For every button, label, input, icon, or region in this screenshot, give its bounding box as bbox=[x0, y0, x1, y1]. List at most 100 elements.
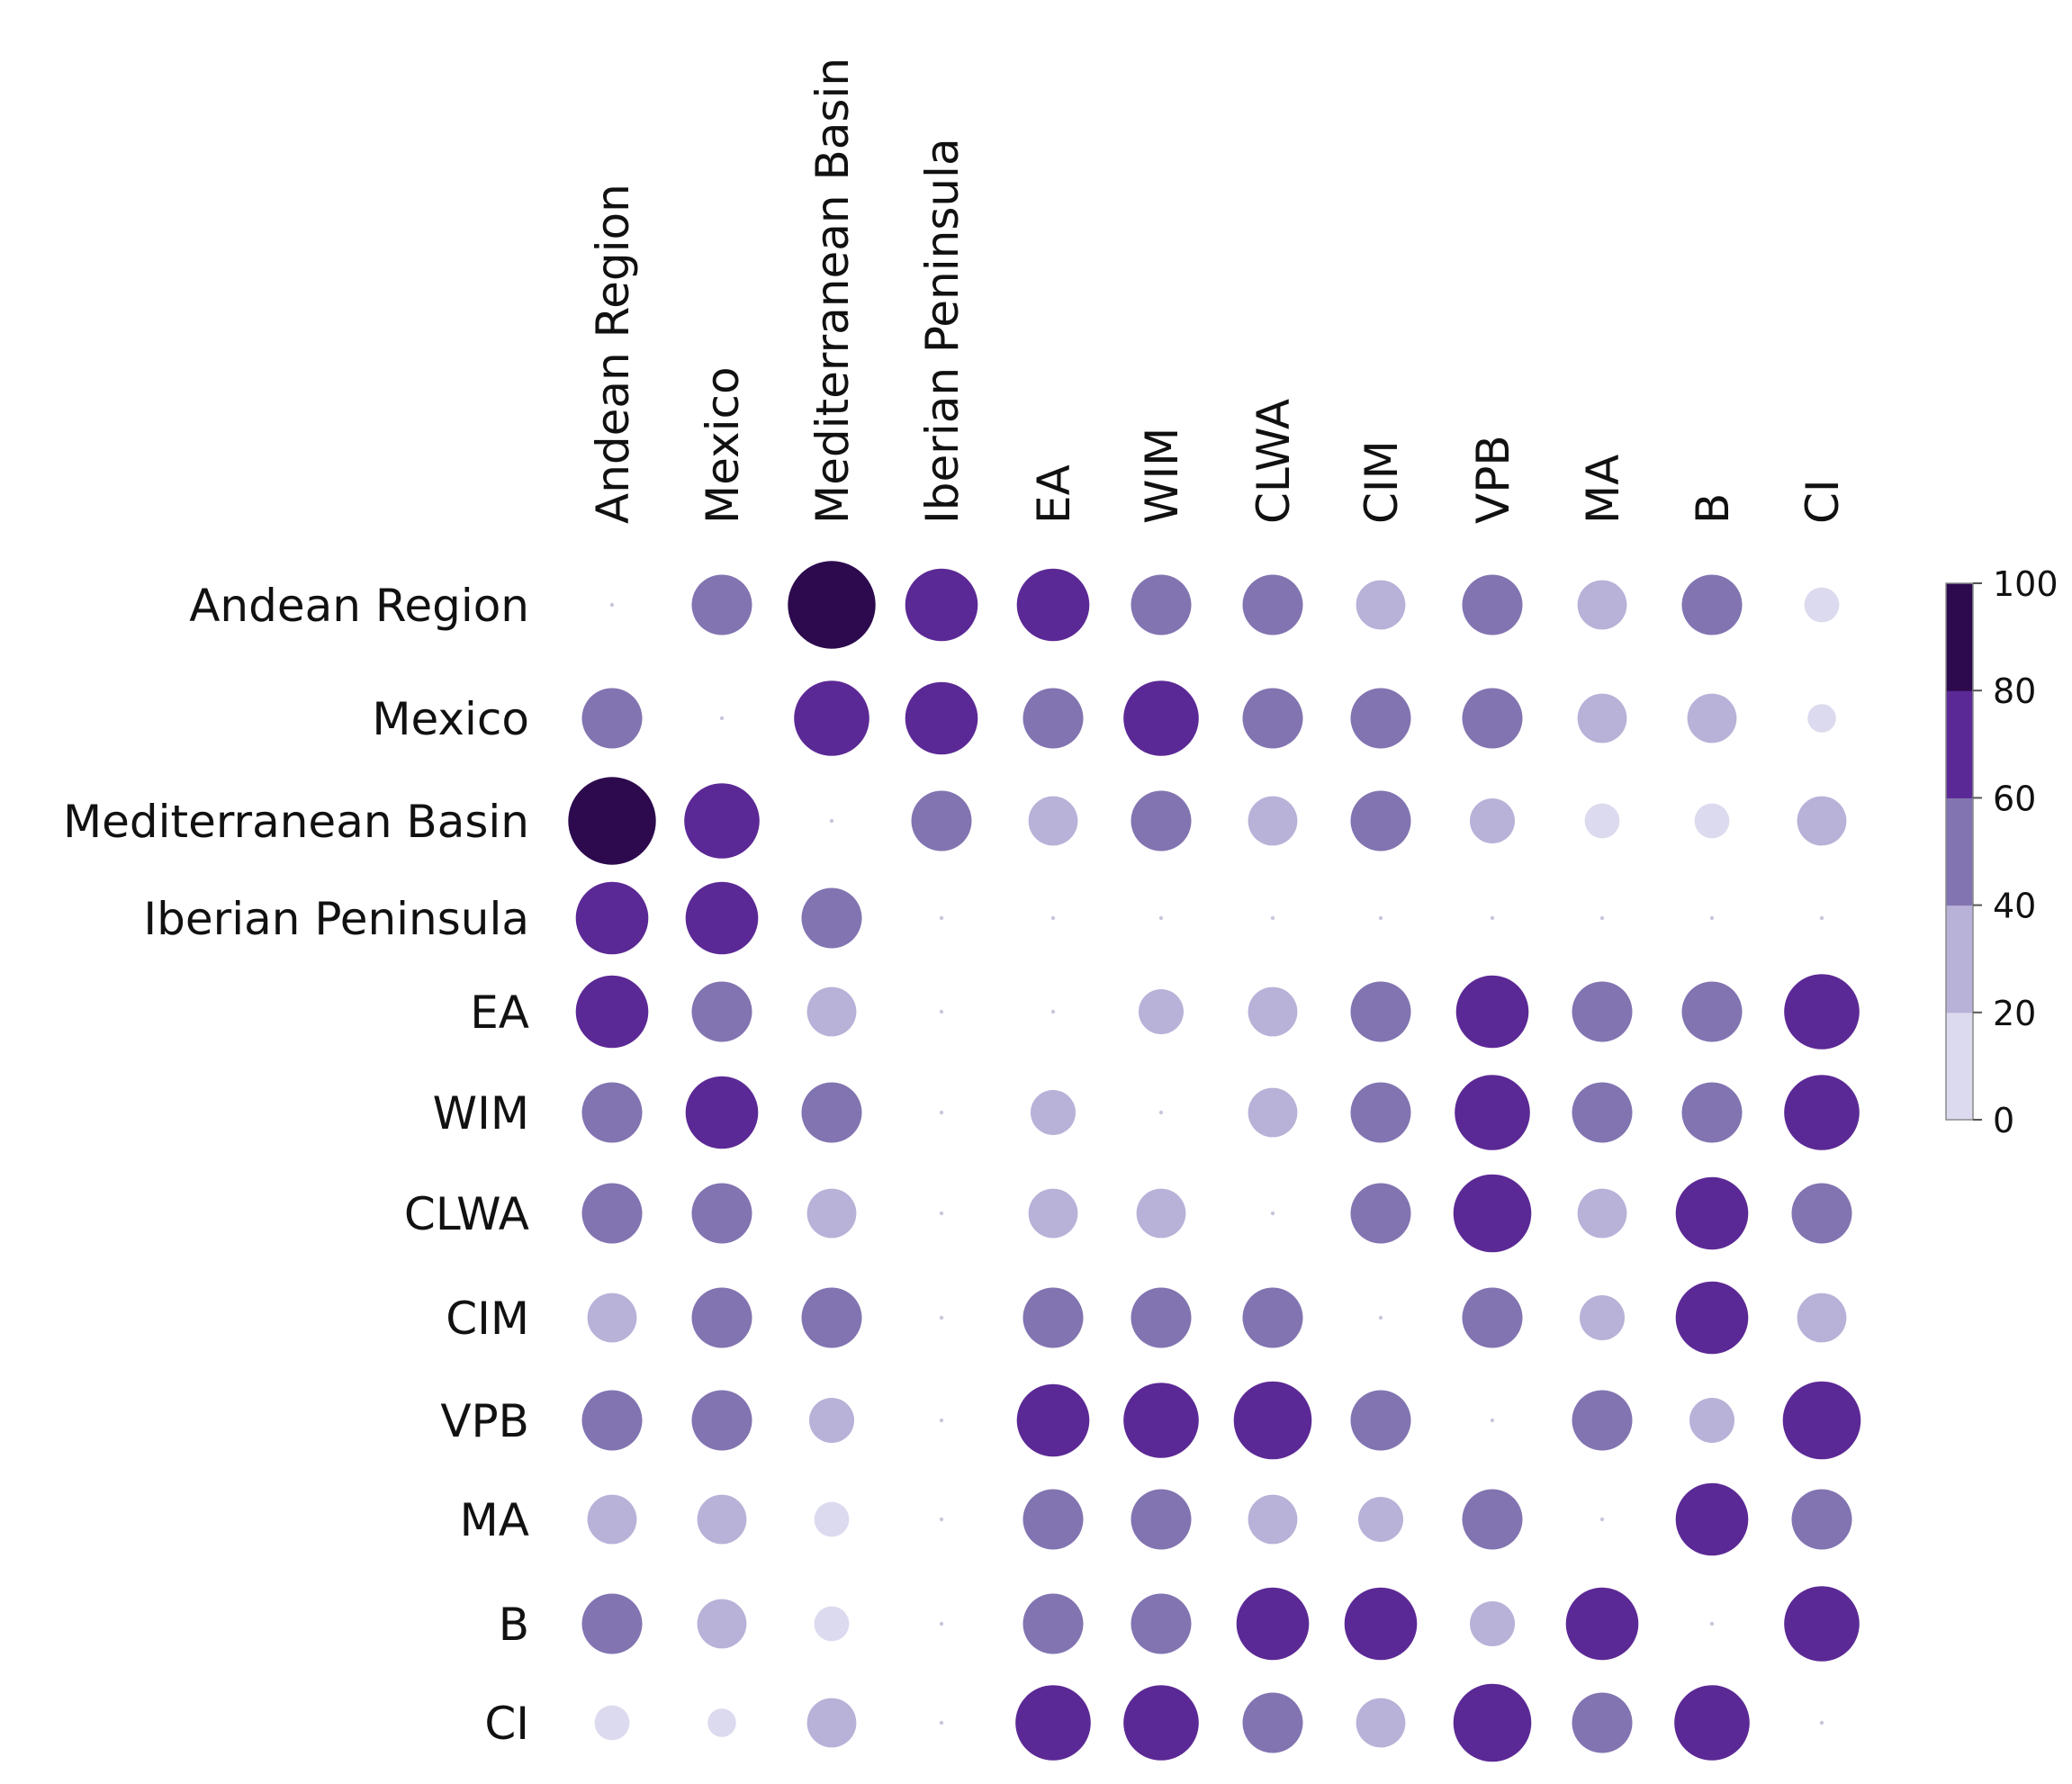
row-label-mexico: Mexico bbox=[372, 693, 529, 745]
bubble-cim-ea bbox=[1022, 1287, 1084, 1348]
bubble-andean-region-mediterranean-basin bbox=[788, 561, 876, 649]
bubble-ma-ci bbox=[1791, 1489, 1852, 1550]
bubble-mediterranean-basin-cim bbox=[1350, 790, 1411, 851]
bubble-b-wim bbox=[1131, 1593, 1192, 1654]
bubble-ma-ma bbox=[1599, 1517, 1605, 1522]
column-label-ma: MA bbox=[1577, 455, 1629, 524]
bubble-cim-ma bbox=[1580, 1295, 1625, 1340]
bubble-ma-mexico bbox=[697, 1494, 747, 1545]
row-label-ea: EA bbox=[470, 987, 529, 1039]
column-label-wim: WIM bbox=[1136, 428, 1188, 524]
bubble-clwa-mexico bbox=[691, 1183, 752, 1244]
column-label-ea: EA bbox=[1028, 464, 1080, 524]
bubble-ma-clwa bbox=[1248, 1494, 1298, 1545]
bubble-wim-cim bbox=[1350, 1082, 1411, 1143]
bubble-cim-cim bbox=[1378, 1315, 1383, 1320]
bubble-andean-region-mexico bbox=[691, 574, 752, 635]
column-label-b: B bbox=[1687, 493, 1739, 524]
bubble-wim-wim bbox=[1158, 1110, 1164, 1115]
bubble-cim-b bbox=[1675, 1281, 1749, 1355]
bubble-vpb-vpb bbox=[1490, 1418, 1495, 1423]
bubble-mediterranean-basin-b bbox=[1694, 803, 1730, 839]
bubble-mexico-mediterranean-basin bbox=[794, 680, 869, 756]
bubble-andean-region-iberian-peninsula bbox=[905, 568, 978, 642]
bubble-mediterranean-basin-ea bbox=[1028, 796, 1078, 846]
bubble-b-vpb bbox=[1470, 1601, 1515, 1646]
row-label-andean-region: Andean Region bbox=[189, 580, 529, 632]
bubble-clwa-vpb bbox=[1453, 1174, 1532, 1253]
bubble-mexico-ea bbox=[1022, 688, 1084, 749]
column-label-andean-region: Andean Region bbox=[587, 184, 639, 524]
bubble-iberian-peninsula-cim bbox=[1378, 915, 1383, 921]
bubble-vpb-andean-region bbox=[581, 1390, 643, 1451]
colorbar: 0 20 40 60 80 100 bbox=[1945, 564, 2058, 1140]
column-label-vpb: VPB bbox=[1467, 435, 1519, 524]
column-label-cim: CIM bbox=[1356, 440, 1408, 524]
bubble-ea-ea bbox=[1050, 1009, 1056, 1014]
bubble-mexico-vpb bbox=[1462, 688, 1523, 749]
bubble-mexico-ma bbox=[1577, 693, 1627, 743]
bubble-ci-ea bbox=[1015, 1685, 1091, 1761]
bubble-clwa-iberian-peninsula bbox=[939, 1211, 944, 1216]
bubble-wim-ci bbox=[1784, 1075, 1860, 1150]
bubble-cim-mexico bbox=[691, 1287, 752, 1348]
bubble-b-iberian-peninsula bbox=[939, 1621, 944, 1626]
bubble-mediterranean-basin-iberian-peninsula bbox=[911, 790, 972, 851]
row-label-ci: CI bbox=[484, 1698, 529, 1750]
bubble-cim-mediterranean-basin bbox=[801, 1287, 862, 1348]
bubble-ea-mexico bbox=[691, 981, 752, 1042]
bubble-b-b bbox=[1709, 1621, 1715, 1626]
bubble-mexico-ci bbox=[1807, 704, 1836, 733]
bubble-ea-ma bbox=[1572, 981, 1633, 1042]
bubble-vpb-clwa bbox=[1233, 1381, 1312, 1460]
bubble-mexico-andean-region bbox=[581, 688, 643, 749]
bubbles bbox=[568, 561, 1861, 1762]
bubble-b-ea bbox=[1022, 1593, 1084, 1654]
bubble-ma-wim bbox=[1131, 1489, 1192, 1550]
bubble-ea-andean-region bbox=[575, 975, 649, 1049]
bubble-mexico-mexico bbox=[719, 716, 725, 721]
bubble-ma-andean-region bbox=[587, 1494, 637, 1545]
bubble-ci-cim bbox=[1356, 1698, 1406, 1748]
bubble-wim-andean-region bbox=[581, 1082, 643, 1143]
bubble-vpb-b bbox=[1689, 1398, 1734, 1443]
bubble-andean-region-clwa bbox=[1242, 574, 1303, 635]
bubble-b-ci bbox=[1784, 1586, 1860, 1662]
bubble-mexico-wim bbox=[1123, 680, 1199, 756]
bubble-cim-ci bbox=[1797, 1293, 1847, 1343]
bubble-andean-region-ea bbox=[1016, 568, 1090, 642]
bubble-clwa-ma bbox=[1577, 1188, 1627, 1239]
bubble-ma-iberian-peninsula bbox=[939, 1517, 944, 1522]
bubble-wim-mediterranean-basin bbox=[801, 1082, 862, 1143]
bubble-iberian-peninsula-clwa bbox=[1270, 915, 1275, 921]
colorbar-tick-label: 40 bbox=[1993, 887, 2036, 926]
bubble-mediterranean-basin-ci bbox=[1797, 796, 1847, 846]
column-label-iberian-peninsula: Iberian Peninsula bbox=[916, 138, 968, 524]
bubble-ci-clwa bbox=[1242, 1692, 1303, 1753]
row-label-ma: MA bbox=[460, 1494, 529, 1546]
bubble-ci-iberian-peninsula bbox=[939, 1720, 944, 1725]
bubble-b-clwa bbox=[1236, 1587, 1310, 1661]
column-label-mediterranean-basin: Mediterranean Basin bbox=[806, 58, 859, 524]
bubble-mediterranean-basin-vpb bbox=[1470, 798, 1515, 843]
bubble-vpb-ea bbox=[1016, 1383, 1090, 1457]
bubble-vpb-ma bbox=[1572, 1390, 1633, 1451]
bubble-ea-b bbox=[1681, 981, 1743, 1042]
bubble-ea-ci bbox=[1784, 974, 1860, 1050]
bubble-clwa-b bbox=[1675, 1176, 1749, 1250]
row-label-cim: CIM bbox=[446, 1293, 529, 1345]
bubble-iberian-peninsula-wim bbox=[1158, 915, 1164, 921]
bubble-clwa-ea bbox=[1028, 1188, 1078, 1239]
bubble-b-ma bbox=[1565, 1587, 1639, 1661]
bubble-andean-region-wim bbox=[1131, 574, 1192, 635]
bubble-mediterranean-basin-andean-region bbox=[568, 777, 656, 865]
colorbar-frame bbox=[1945, 582, 1974, 1121]
colorbar-tick-label: 80 bbox=[1993, 671, 2036, 711]
bubble-mexico-b bbox=[1687, 693, 1737, 743]
bubble-iberian-peninsula-mexico bbox=[685, 881, 759, 955]
bubble-clwa-andean-region bbox=[581, 1183, 643, 1244]
bubble-b-cim bbox=[1344, 1587, 1418, 1661]
bubble-cim-iberian-peninsula bbox=[939, 1315, 944, 1320]
bubble-clwa-clwa bbox=[1270, 1211, 1275, 1216]
bubble-clwa-wim bbox=[1136, 1188, 1186, 1239]
